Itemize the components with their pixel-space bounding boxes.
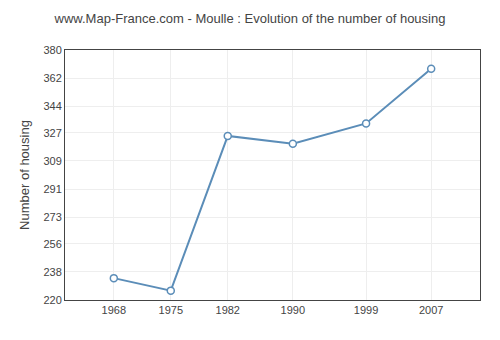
svg-text:2007: 2007 <box>419 304 443 316</box>
svg-text:220: 220 <box>43 294 61 306</box>
svg-text:309: 309 <box>43 155 61 167</box>
svg-text:273: 273 <box>43 211 61 223</box>
svg-text:1999: 1999 <box>354 304 378 316</box>
svg-text:327: 327 <box>43 127 61 139</box>
svg-text:291: 291 <box>43 183 61 195</box>
svg-text:1975: 1975 <box>159 304 183 316</box>
svg-text:1968: 1968 <box>102 304 126 316</box>
svg-text:362: 362 <box>43 72 61 84</box>
svg-text:256: 256 <box>43 238 61 250</box>
svg-text:238: 238 <box>43 266 61 278</box>
svg-text:1990: 1990 <box>281 304 305 316</box>
svg-text:1982: 1982 <box>216 304 240 316</box>
svg-text:Number of housing: Number of housing <box>17 120 32 230</box>
svg-text:344: 344 <box>43 100 61 112</box>
svg-text:www.Map-France.com - Moulle :: www.Map-France.com - Moulle : Evolution … <box>54 11 446 26</box>
svg-text:380: 380 <box>43 44 61 56</box>
